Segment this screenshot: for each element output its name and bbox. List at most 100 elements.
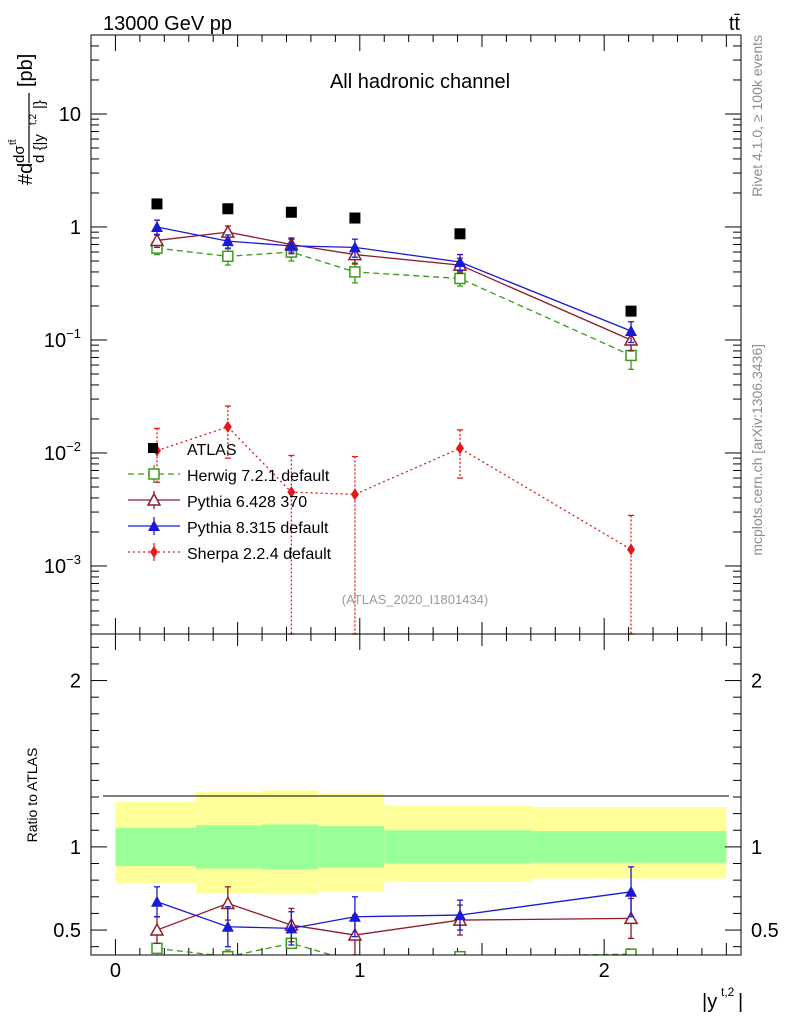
- ratio-point: [222, 950, 234, 955]
- data-point: [350, 488, 359, 501]
- ratio-y-axis-label: Ratio to ATLAS: [24, 748, 40, 843]
- atlas-uncertainty-band-inner: [318, 826, 385, 868]
- ratio-y-tick-label-right: 1: [751, 837, 762, 859]
- legend-label: ATLAS: [187, 442, 237, 459]
- y-tick-label: 10−2: [44, 439, 81, 465]
- legend-item: Herwig 7.2.1 default: [128, 465, 330, 485]
- y-tick-label: 10: [59, 104, 81, 126]
- legend: ATLAS Herwig 7.2.1 default Pythia 6.428 37…: [128, 442, 332, 563]
- ratio-point: [453, 909, 466, 921]
- svg-text:#d: #d: [15, 163, 37, 185]
- ratio-y-tick-label: 1: [70, 837, 81, 859]
- atlas-uncertainty-band-inner: [384, 830, 531, 864]
- series-line: [156, 226, 632, 332]
- data-point: [287, 486, 296, 499]
- legend-item: ATLAS: [148, 442, 237, 459]
- analysis-id: (ATLAS_2020_I1801434): [342, 592, 488, 607]
- data-point: [150, 220, 163, 232]
- data-point: [285, 239, 298, 251]
- chart-title: All hadronic channel: [330, 71, 510, 93]
- ratio-pythia-8-315-default: [150, 866, 638, 948]
- atlas-uncertainty-band-inner: [115, 827, 197, 867]
- legend-marker: [148, 520, 160, 531]
- main-frame: [90, 34, 742, 635]
- data-point: [625, 305, 637, 317]
- ratio-axis-ticks: 2 2 1 1 0.5 0.5 0 1 2: [53, 634, 779, 982]
- tick-base: 10: [44, 443, 66, 465]
- x-tick-label: 1: [354, 960, 365, 982]
- ratio-point: [221, 920, 234, 932]
- atlas-uncertainty-band-inner: [530, 831, 727, 863]
- tick-exponent: −1: [66, 326, 81, 341]
- data-point: [349, 266, 361, 278]
- data-point: [151, 198, 163, 210]
- ratio-point: [285, 922, 298, 934]
- data-point: [454, 272, 466, 285]
- data-point: [348, 241, 361, 253]
- ratio-frame: [90, 633, 742, 956]
- data-point: [625, 349, 637, 362]
- energy-label: 13000 GeV pp: [103, 13, 232, 35]
- ratio-point: [150, 895, 163, 907]
- legend-label: Pythia 8.315 default: [187, 520, 329, 537]
- data-point: [149, 232, 165, 247]
- atlas-uncertainty-band-inner: [196, 825, 263, 869]
- svg-text:[pb]: [pb]: [15, 54, 37, 87]
- ratio-point: [348, 910, 361, 922]
- process-label: tt̄: [729, 13, 741, 35]
- series-atlas: [151, 198, 637, 317]
- legend-label: Pythia 6.428 370: [187, 494, 307, 511]
- ratio-point: [625, 948, 637, 955]
- svg-text:|}: |}: [31, 100, 48, 109]
- ratio-herwig-7-2-1-default: [151, 937, 637, 955]
- main-series: [149, 198, 639, 635]
- series-pythia-8-315-default: [150, 219, 638, 344]
- data-point: [455, 442, 464, 455]
- ratio-y-tick-label: 2: [70, 671, 81, 693]
- data-point: [349, 212, 361, 224]
- y-tick-label: 10−3: [44, 552, 81, 578]
- legend-marker: [150, 546, 158, 558]
- data-point: [222, 250, 234, 263]
- main-y-axis-label: #d dσ tt̄ d {|y t,2 |} [pb]: [7, 54, 48, 185]
- tick-exponent: −2: [66, 439, 81, 454]
- y-tick-label: 10−1: [44, 326, 81, 352]
- ratio-point: [625, 885, 638, 897]
- ratio-y-tick-label-right: 2: [751, 671, 762, 693]
- mcplots-label: mcplots.cern.ch [arXiv:1306.3436]: [749, 344, 765, 556]
- tick-exponent: −3: [66, 552, 81, 567]
- data-point: [285, 206, 297, 218]
- data-point: [453, 255, 466, 267]
- ratio-point: [454, 950, 466, 955]
- x-tick-label: 0: [110, 960, 121, 982]
- svg-text:|y: |y: [702, 991, 717, 1013]
- atlas-uncertainty-band-inner: [262, 824, 319, 870]
- ratio-y-tick-label-right: 0.5: [751, 920, 779, 942]
- main-panel: All hadronic channel (ATLAS_2020_I180143…: [44, 34, 742, 635]
- legend-item: Pythia 8.315 default: [128, 517, 329, 537]
- svg-text:t,2: t,2: [28, 113, 39, 125]
- ratio-point: [623, 910, 639, 925]
- x-tick-label: 2: [599, 960, 610, 982]
- legend-marker: [148, 468, 160, 480]
- svg-text:d {|y: d {|y: [31, 134, 48, 163]
- data-point: [627, 543, 636, 556]
- x-axis-label: |y t,2 |: [702, 985, 743, 1013]
- ratio-point: [149, 922, 165, 936]
- ratio-bands: [115, 790, 727, 895]
- tick-base: 10: [44, 556, 66, 578]
- y-tick-label: 1: [70, 217, 81, 239]
- legend-marker: [146, 492, 162, 506]
- data-point: [221, 235, 234, 247]
- svg-text:|: |: [738, 991, 743, 1013]
- ratio-panel: 2 2 1 1 0.5 0.5 0 1 2 Ratio to ATLAS: [24, 633, 779, 982]
- ratio-line: [156, 891, 632, 930]
- legend-label: Sherpa 2.2.4 default: [187, 546, 332, 563]
- legend-marker: [148, 443, 158, 453]
- series-line: [156, 231, 632, 341]
- data-point: [625, 325, 638, 337]
- series-herwig-7-2-1-default: [151, 241, 637, 370]
- ratio-point: [151, 942, 163, 955]
- ratio-pythia-6-428-370: [149, 886, 639, 955]
